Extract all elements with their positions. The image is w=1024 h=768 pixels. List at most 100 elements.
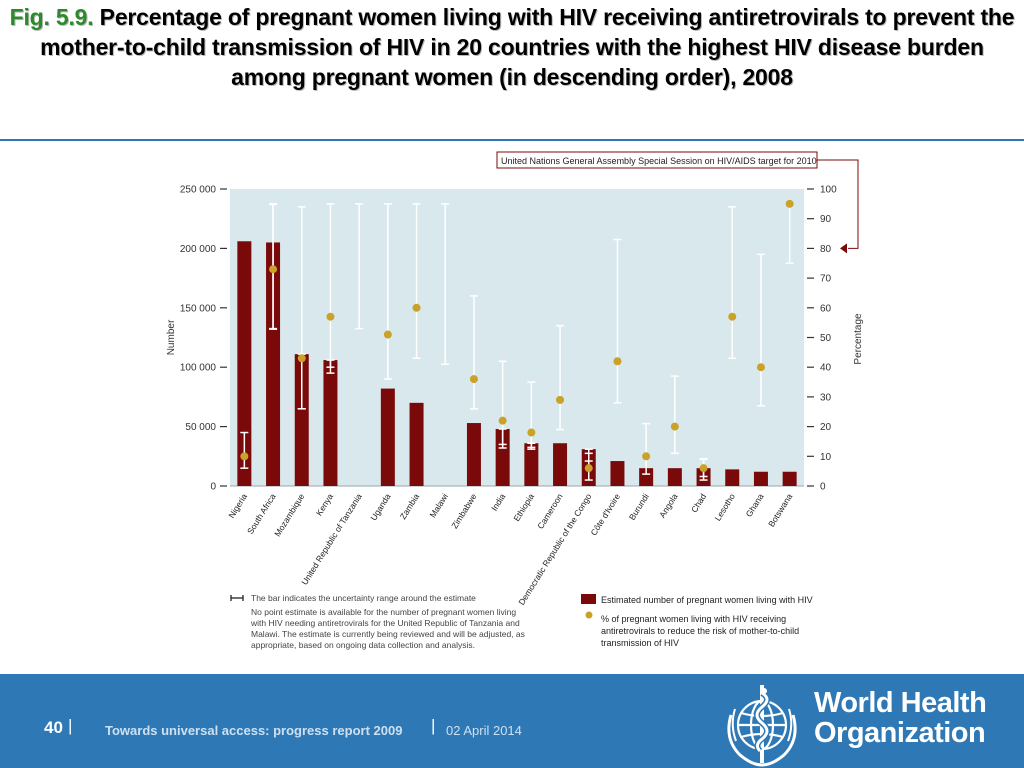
- right-tick-label: 50: [820, 333, 832, 344]
- page-number: 40: [44, 718, 63, 737]
- percent-point: [642, 452, 651, 461]
- category-label: South Africa: [245, 492, 278, 536]
- percent-legend-swatch: [585, 611, 593, 619]
- bar: [466, 423, 481, 486]
- target-callout-label: United Nations General Assembly Special …: [501, 156, 817, 166]
- bar: [380, 388, 395, 486]
- left-tick-label: 100 000: [180, 363, 217, 374]
- target-leader-line: [817, 159, 859, 249]
- percent-point: [527, 428, 536, 437]
- right-tick-label: 80: [820, 244, 832, 255]
- target-marker: [840, 243, 847, 254]
- left-tick-label: 50 000: [185, 422, 216, 433]
- percent-point: [756, 363, 765, 372]
- percent-point: [297, 354, 306, 363]
- figure-caption: Percentage of pregnant women living with…: [40, 4, 1015, 90]
- right-axis-label: Percentage: [853, 313, 864, 365]
- category-label: Ghana: [744, 492, 766, 519]
- category-label: Kenya: [314, 492, 335, 518]
- who-emblem-icon: [727, 685, 797, 767]
- category-label: Botswana: [766, 492, 794, 529]
- bar: [553, 443, 568, 486]
- right-tick-label: 10: [820, 452, 832, 463]
- bar: [237, 241, 252, 486]
- percent-point: [699, 464, 708, 473]
- percent-legend-label-line: antiretrovirals to reduce the risk of mo…: [601, 626, 799, 636]
- category-label: Zambia: [398, 492, 422, 522]
- left-tick-label: 200 000: [180, 244, 217, 255]
- bar: [639, 468, 654, 486]
- bar: [495, 428, 510, 486]
- range-legend-label: The bar indicates the uncertainty range …: [251, 593, 476, 603]
- left-tick-label: 150 000: [180, 303, 217, 314]
- footer-separator: |: [431, 716, 436, 735]
- figure-number: Fig. 5.9.: [9, 4, 94, 30]
- bar: [323, 360, 338, 486]
- percent-point: [584, 464, 593, 473]
- right-tick-label: 40: [820, 363, 832, 374]
- report-title: Towards universal access: progress repor…: [105, 723, 403, 738]
- bar: [409, 402, 424, 486]
- right-tick-label: 30: [820, 392, 832, 403]
- category-label: Ethiopia: [511, 492, 536, 524]
- percent-point: [785, 199, 794, 208]
- category-label: Angola: [657, 492, 680, 520]
- category-label: Uganda: [368, 492, 392, 523]
- left-tick-label: 250 000: [180, 185, 217, 196]
- right-tick-label: 100: [820, 185, 837, 196]
- bar: [753, 471, 768, 486]
- footer-date: 02 April 2014: [446, 723, 522, 738]
- percent-point: [383, 330, 392, 339]
- bar: [266, 242, 281, 486]
- percent-point: [613, 357, 622, 366]
- category-label: Burundi: [627, 492, 651, 522]
- category-label: Chad: [689, 492, 708, 515]
- category-label: United Republic of Tanzania: [299, 492, 364, 587]
- bar: [782, 471, 797, 486]
- percent-legend-label-line: transmission of HIV: [601, 638, 679, 648]
- no-estimate-note-line: appropriate, based on ongoing data colle…: [251, 640, 475, 650]
- percent-point: [556, 395, 565, 404]
- left-tick-label: 0: [210, 482, 216, 493]
- percent-point: [469, 375, 478, 384]
- percent-point: [412, 303, 421, 312]
- right-tick-label: 60: [820, 303, 832, 314]
- category-label: India: [489, 492, 507, 513]
- bar: [725, 469, 740, 486]
- title-divider: [0, 139, 1024, 141]
- percent-point: [269, 265, 278, 274]
- plot-area: [230, 189, 804, 486]
- bar: [610, 461, 625, 486]
- category-label: Mozambique: [272, 492, 306, 539]
- category-label: Zimbabwe: [449, 492, 478, 531]
- org-name-line2: Organization: [814, 717, 986, 749]
- bar-legend-swatch: [581, 594, 596, 604]
- no-estimate-note-line: with HIV needing antiretrovirals for the…: [250, 618, 520, 628]
- right-tick-label: 0: [820, 482, 826, 493]
- category-label: Lesotho: [712, 492, 737, 523]
- bar: [294, 354, 309, 486]
- footer-bar: 40 | Towards universal access: progress …: [0, 674, 1024, 768]
- no-estimate-note-line: Malawi. The estimate is currently being …: [251, 629, 525, 639]
- left-axis-label: Number: [166, 319, 177, 355]
- percent-point: [728, 312, 737, 321]
- no-estimate-note-line: No point estimate is available for the n…: [251, 607, 516, 617]
- category-label: Nigeria: [226, 492, 249, 520]
- percent-point: [326, 312, 335, 321]
- right-tick-label: 70: [820, 274, 832, 285]
- percent-point: [670, 422, 679, 431]
- footer-separator: |: [68, 716, 73, 735]
- right-tick-label: 20: [820, 422, 832, 433]
- right-tick-label: 90: [820, 214, 832, 225]
- percent-legend-label-line: % of pregnant women living with HIV rece…: [601, 614, 786, 624]
- category-label: Malawi: [427, 492, 450, 520]
- org-name: World Health Organization: [814, 687, 987, 749]
- org-name-line1: World Health: [814, 687, 987, 719]
- percent-point: [240, 452, 249, 461]
- category-label: Côte d'Ivoire: [589, 492, 623, 538]
- bar-legend-label: Estimated number of pregnant women livin…: [601, 595, 813, 605]
- bar: [524, 443, 539, 486]
- pmtct-chart: 250 000 200 000 150 000 100 000 50 000 0 Numbe…: [166, 151, 864, 650]
- category-label: Cameroon: [535, 492, 565, 531]
- slide-title: Fig. 5.9. Percentage of pregnant women l…: [6, 2, 1018, 92]
